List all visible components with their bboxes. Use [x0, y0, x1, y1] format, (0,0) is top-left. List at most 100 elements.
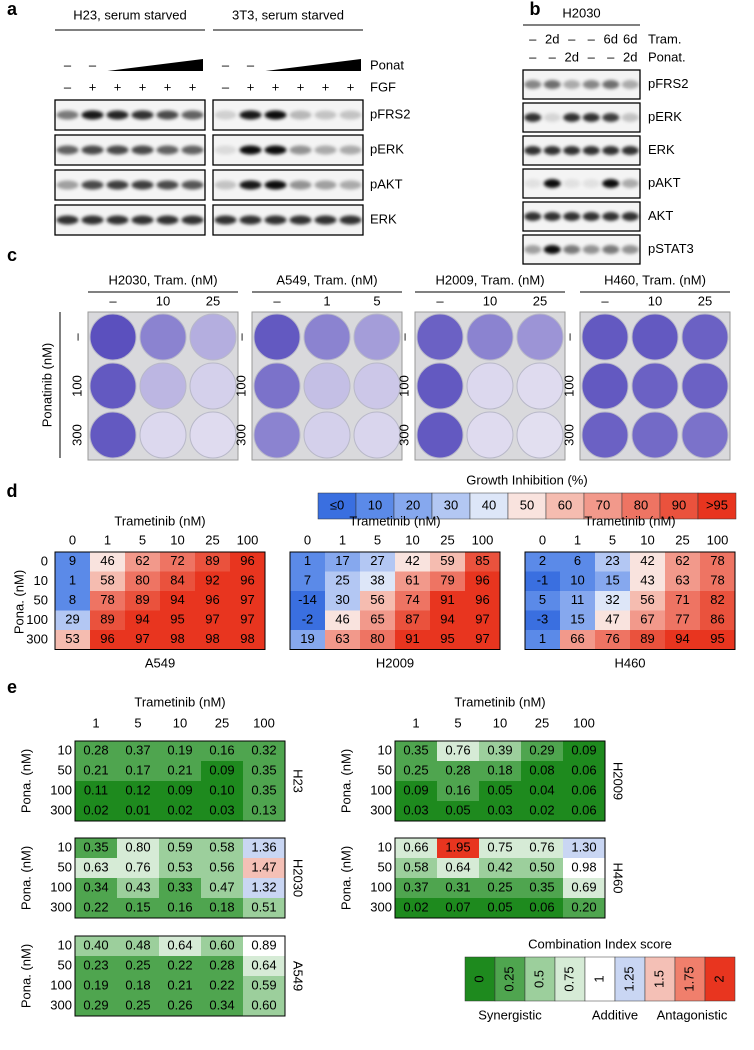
- band: [602, 245, 620, 254]
- lane-label: –: [529, 49, 537, 64]
- well: [466, 411, 514, 459]
- legend-swatch: [469, 492, 509, 520]
- heat-cell: [230, 552, 265, 572]
- legend-swatch: [614, 956, 646, 1002]
- heat-cell: [90, 552, 125, 572]
- row-label: 50: [58, 859, 72, 874]
- legend-label: 0.5: [531, 970, 546, 988]
- cell-value: 58: [100, 573, 114, 588]
- heat-cell: [243, 858, 285, 878]
- cell-value: 46: [100, 553, 114, 568]
- heat-cell: [665, 630, 700, 650]
- heat-cell: [479, 761, 521, 781]
- legend-label: 0.75: [561, 966, 576, 991]
- well: [253, 411, 301, 459]
- heat-cell: [290, 630, 325, 650]
- cell-value: 2: [539, 553, 546, 568]
- row-label: 300: [50, 997, 72, 1012]
- cell-value: 97: [205, 612, 219, 627]
- legend-swatch: [545, 492, 585, 520]
- band: [602, 113, 620, 122]
- row-label: –: [561, 333, 576, 341]
- legend-label: 60: [558, 497, 572, 512]
- heat-cell: [521, 801, 563, 821]
- heat-cell: [75, 996, 117, 1016]
- heat-cell: [437, 898, 479, 918]
- band: [524, 80, 542, 89]
- heat-cell: [90, 630, 125, 650]
- column-label: 1: [92, 715, 99, 730]
- cell-value: 0.35: [251, 762, 276, 777]
- heat-cell: [430, 591, 465, 611]
- column-label: 25: [206, 293, 220, 308]
- cell-value: -3: [537, 612, 549, 627]
- cell-value: 0.80: [125, 839, 150, 854]
- cell-value: 6: [574, 553, 581, 568]
- column-label: 0: [304, 532, 311, 547]
- heatmap-name: H460: [614, 655, 645, 670]
- cell-value: 95: [440, 631, 454, 646]
- heat-cell: [290, 571, 325, 591]
- column-label: 5: [373, 293, 380, 308]
- legend-label: 0.25: [501, 966, 516, 991]
- lane-label: 2d: [623, 49, 637, 64]
- row-label: 100: [233, 375, 248, 397]
- cell-value: 0.28: [209, 957, 234, 972]
- heat-cell: [201, 996, 243, 1016]
- axis-title: Trametinib (nM): [584, 513, 675, 528]
- cell-value: 1.36: [251, 839, 276, 854]
- cell-value: 92: [205, 573, 219, 588]
- panel-label: e: [7, 677, 17, 697]
- band: [289, 145, 312, 155]
- heat-cell: [479, 878, 521, 898]
- cell-value: 43: [640, 573, 654, 588]
- blot-title: 3T3, serum starved: [232, 7, 344, 22]
- column-label: 1: [412, 715, 419, 730]
- heat-cell: [430, 610, 465, 630]
- cell-value: 66: [570, 631, 584, 646]
- column-label: 5: [134, 715, 141, 730]
- heat-cell: [90, 571, 125, 591]
- column-label: 25: [215, 715, 229, 730]
- cell-value: 11: [571, 592, 585, 607]
- legend-swatch: [674, 956, 706, 1002]
- heat-cell: [560, 591, 595, 611]
- heat-cell: [195, 571, 230, 591]
- panel-label: d: [7, 481, 18, 501]
- lane-label: +: [322, 79, 330, 94]
- legend-label: 90: [672, 497, 686, 512]
- column-label: 1: [104, 532, 111, 547]
- cell-value: 0.07: [445, 899, 470, 914]
- cell-value: 0.76: [529, 839, 554, 854]
- legend-label: 40: [482, 497, 496, 512]
- heat-cell: [437, 801, 479, 821]
- cell-value: 0.56: [209, 859, 234, 874]
- lane-label: 2d: [545, 31, 559, 46]
- cell-value: 0.31: [445, 879, 470, 894]
- panel-label: a: [7, 0, 18, 19]
- cell-value: 76: [605, 631, 619, 646]
- column-label: 10: [648, 293, 662, 308]
- heat-cell: [479, 801, 521, 821]
- heat-cell: [290, 591, 325, 611]
- cell-value: 0.28: [445, 762, 470, 777]
- well: [303, 313, 351, 361]
- cell-value: 0.12: [125, 782, 150, 797]
- heatmap-frame: [74, 740, 286, 822]
- heat-cell: [243, 996, 285, 1016]
- heat-cell: [201, 858, 243, 878]
- heat-cell: [159, 898, 201, 918]
- band: [543, 212, 561, 221]
- cell-value: 0.17: [125, 762, 150, 777]
- band: [131, 110, 154, 120]
- heat-cell: [479, 858, 521, 878]
- cell-value: 0.89: [251, 937, 276, 952]
- lane-label: +: [297, 79, 305, 94]
- band: [181, 180, 204, 190]
- row-label: 100: [370, 782, 392, 797]
- heat-cell: [195, 630, 230, 650]
- band-label: pFRS2: [648, 76, 688, 91]
- well: [139, 313, 187, 361]
- band: [524, 212, 542, 221]
- column-label: 100: [237, 532, 259, 547]
